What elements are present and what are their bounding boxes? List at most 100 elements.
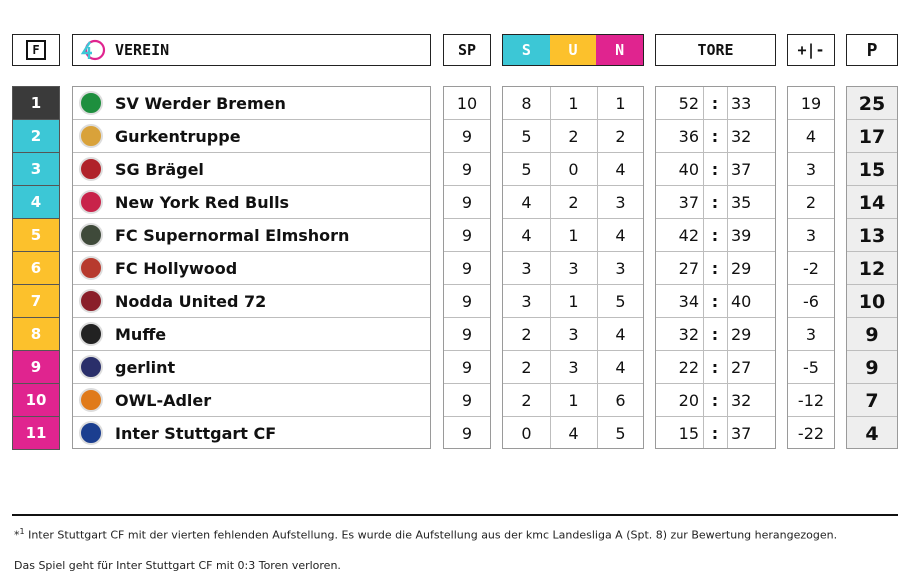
nodda-logo <box>79 289 103 313</box>
row-divider <box>73 185 430 186</box>
goal-difference: 3 <box>805 226 817 245</box>
row-divider <box>847 251 897 252</box>
row-divider <box>73 350 430 351</box>
row-divider <box>788 284 834 285</box>
goals-against: 35 <box>731 193 752 212</box>
row-divider <box>444 218 490 219</box>
goals-for: 20 <box>678 391 699 410</box>
goal-separator: : <box>711 358 719 377</box>
goal-difference: -12 <box>797 391 825 410</box>
draws-value: 1 <box>568 226 579 245</box>
points-value: 9 <box>865 356 879 379</box>
draws-value: 1 <box>568 94 579 113</box>
results-column: 8 1 1 5 2 2 5 0 4 4 2 3 4 1 4 3 3 3 3 1 5 2 3 4 2 3 4 2 1 6 0 4 5 <box>502 86 644 449</box>
team-name: FC Hollywood <box>115 259 238 278</box>
row-divider <box>788 416 834 417</box>
row-divider <box>788 119 834 120</box>
rank-number: 4 <box>30 193 42 211</box>
points-column: 25 17 15 14 13 12 10 9 9 7 4 <box>846 86 898 449</box>
goals-against: 32 <box>731 391 752 410</box>
draws-value: 2 <box>568 193 579 212</box>
row-divider <box>73 284 430 285</box>
row-divider <box>847 218 897 219</box>
row-divider <box>656 218 775 219</box>
row-divider <box>73 218 430 219</box>
team-name: gerlint <box>115 358 176 377</box>
goals-for: 42 <box>678 226 699 245</box>
losses-value: 4 <box>615 358 626 377</box>
wins-value: 4 <box>521 193 532 212</box>
club-header-label: VEREIN <box>115 41 170 59</box>
losses-header: N <box>596 35 644 65</box>
rank-number: 5 <box>30 226 42 244</box>
row-divider <box>656 284 775 285</box>
sg-bragel-logo <box>79 157 103 181</box>
row-divider <box>503 251 643 252</box>
row-divider <box>656 350 775 351</box>
goal-separator: : <box>711 160 719 179</box>
goals-for: 32 <box>678 325 699 344</box>
games-played: 9 <box>461 226 473 245</box>
row-divider <box>444 284 490 285</box>
rank-number: 9 <box>30 358 42 376</box>
goal-difference: 3 <box>805 325 817 344</box>
row-divider <box>503 317 643 318</box>
games-header: SP <box>443 34 491 66</box>
draws-value: 4 <box>568 424 579 443</box>
games-played: 9 <box>461 127 473 146</box>
points-value: 7 <box>865 389 879 412</box>
losses-value: 2 <box>615 127 626 146</box>
diff-column: 19 4 3 2 3 -2 -6 3 -5 -12 -22 <box>787 86 835 449</box>
goals-for: 15 <box>678 424 699 443</box>
draws-value: 0 <box>568 160 579 179</box>
row-divider <box>656 383 775 384</box>
row-divider <box>788 350 834 351</box>
goal-separator: : <box>711 259 719 278</box>
wins-value: 4 <box>521 226 532 245</box>
row-divider <box>656 185 775 186</box>
form-header: F <box>12 34 60 66</box>
row-divider <box>503 284 643 285</box>
row-divider <box>503 416 643 417</box>
footer-divider <box>12 514 898 516</box>
team-name: Muffe <box>115 325 167 344</box>
hollywood-logo <box>79 256 103 280</box>
inter-stuttgart-logo <box>79 421 103 445</box>
row-divider <box>503 350 643 351</box>
goals-against: 40 <box>731 292 752 311</box>
goal-difference: -2 <box>803 259 819 278</box>
draws-value: 1 <box>568 391 579 410</box>
row-divider <box>847 317 897 318</box>
goals-against: 33 <box>731 94 752 113</box>
draws-value: 1 <box>568 292 579 311</box>
row-divider <box>444 185 490 186</box>
row-divider <box>444 350 490 351</box>
games-header-label: SP <box>457 41 477 59</box>
wins-value: 3 <box>521 259 532 278</box>
muffe-logo <box>79 322 103 346</box>
goal-difference: -22 <box>797 424 825 443</box>
rank-cell: 4 <box>12 185 60 219</box>
goals-against: 39 <box>731 226 752 245</box>
goals-for: 52 <box>678 94 699 113</box>
row-divider <box>503 218 643 219</box>
wins-header-label: S <box>521 41 531 59</box>
losses-value: 1 <box>615 94 626 113</box>
team-name: New York Red Bulls <box>115 193 290 212</box>
points-value: 15 <box>858 158 886 181</box>
team-name: SG Brägel <box>115 160 204 179</box>
row-divider <box>847 284 897 285</box>
footnote-text-1: Inter Stuttgart CF mit der vierten fehle… <box>24 528 838 542</box>
row-divider <box>656 251 775 252</box>
goal-difference: -6 <box>803 292 819 311</box>
row-divider <box>847 350 897 351</box>
goals-for: 27 <box>678 259 699 278</box>
footnote-line-2: Das Spiel geht für Inter Stuttgart CF mi… <box>14 559 341 572</box>
werder-logo <box>79 91 103 115</box>
results-header: S U N <box>502 34 644 66</box>
row-divider <box>73 317 430 318</box>
wins-value: 3 <box>521 292 532 311</box>
goals-for: 34 <box>678 292 699 311</box>
row-divider <box>788 218 834 219</box>
row-divider <box>444 251 490 252</box>
